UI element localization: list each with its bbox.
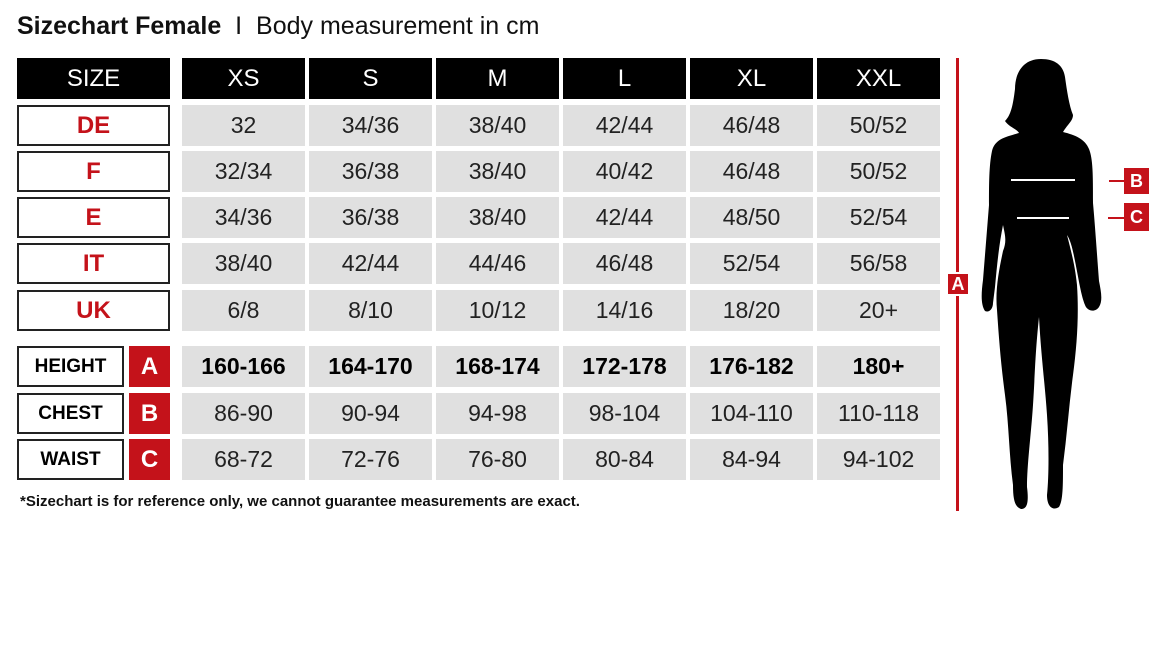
table-cell: 14/16 bbox=[563, 290, 686, 331]
table-cell: 76-80 bbox=[436, 439, 559, 480]
table-cell: 44/46 bbox=[436, 243, 559, 284]
measure-label-waist: WAIST bbox=[17, 439, 124, 480]
table-cell: 36/38 bbox=[309, 151, 432, 192]
table-cell: 94-98 bbox=[436, 393, 559, 434]
table-cell: 104-110 bbox=[690, 393, 813, 434]
table-cell: 172-178 bbox=[563, 346, 686, 387]
region-label-de: DE bbox=[17, 105, 170, 146]
table-cell: 68-72 bbox=[182, 439, 305, 480]
table-cell: 42/44 bbox=[563, 197, 686, 238]
table-cell: 72-76 bbox=[309, 439, 432, 480]
table-cell: 36/38 bbox=[309, 197, 432, 238]
table-cell: 46/48 bbox=[563, 243, 686, 284]
table-cell: 80-84 bbox=[563, 439, 686, 480]
table-cell: 84-94 bbox=[690, 439, 813, 480]
table-cell: 56/58 bbox=[817, 243, 940, 284]
region-label-it: IT bbox=[17, 243, 170, 284]
measure-marker-b: B bbox=[129, 393, 170, 434]
size-header-xl: XL bbox=[690, 58, 813, 99]
female-silhouette bbox=[981, 59, 1102, 509]
title-sub: Body measurement in cm bbox=[256, 12, 540, 40]
waist-marker: C bbox=[1124, 203, 1149, 231]
size-header-label: SIZE bbox=[17, 58, 170, 99]
table-cell: 50/52 bbox=[817, 151, 940, 192]
table-cell: 38/40 bbox=[436, 105, 559, 146]
table-cell: 98-104 bbox=[563, 393, 686, 434]
waist-pointer bbox=[1108, 217, 1124, 219]
table-cell: 46/48 bbox=[690, 105, 813, 146]
chest-pointer bbox=[1109, 180, 1124, 182]
region-label-e: E bbox=[17, 197, 170, 238]
table-cell: 34/36 bbox=[182, 197, 305, 238]
table-cell: 164-170 bbox=[309, 346, 432, 387]
table-cell: 180+ bbox=[817, 346, 940, 387]
size-header-xxl: XXL bbox=[817, 58, 940, 99]
height-marker: A bbox=[946, 272, 970, 296]
table-cell: 50/52 bbox=[817, 105, 940, 146]
table-cell: 110-118 bbox=[817, 393, 940, 434]
region-label-uk: UK bbox=[17, 290, 170, 331]
measure-marker-c: C bbox=[129, 439, 170, 480]
title-separator: I bbox=[235, 12, 243, 40]
table-cell: 38/40 bbox=[182, 243, 305, 284]
size-header-m: M bbox=[436, 58, 559, 99]
table-cell: 48/50 bbox=[690, 197, 813, 238]
size-header-s: S bbox=[309, 58, 432, 99]
table-cell: 32 bbox=[182, 105, 305, 146]
size-header-l: L bbox=[563, 58, 686, 99]
table-cell: 10/12 bbox=[436, 290, 559, 331]
table-cell: 46/48 bbox=[690, 151, 813, 192]
table-cell: 8/10 bbox=[309, 290, 432, 331]
table-cell: 168-174 bbox=[436, 346, 559, 387]
size-header-xs: XS bbox=[182, 58, 305, 99]
measure-label-height: HEIGHT bbox=[17, 346, 124, 387]
table-cell: 176-182 bbox=[690, 346, 813, 387]
measure-marker-a: A bbox=[129, 346, 170, 387]
table-cell: 6/8 bbox=[182, 290, 305, 331]
table-cell: 38/40 bbox=[436, 151, 559, 192]
disclaimer-note: *Sizechart is for reference only, we can… bbox=[20, 493, 580, 510]
chest-marker: B bbox=[1124, 168, 1149, 194]
page-title: Sizechart Female I Body measurement in c… bbox=[17, 12, 539, 41]
table-cell: 52/54 bbox=[817, 197, 940, 238]
table-cell: 18/20 bbox=[690, 290, 813, 331]
table-cell: 52/54 bbox=[690, 243, 813, 284]
table-cell: 20+ bbox=[817, 290, 940, 331]
table-cell: 42/44 bbox=[563, 105, 686, 146]
table-cell: 38/40 bbox=[436, 197, 559, 238]
table-cell: 40/42 bbox=[563, 151, 686, 192]
table-cell: 94-102 bbox=[817, 439, 940, 480]
table-cell: 86-90 bbox=[182, 393, 305, 434]
table-cell: 42/44 bbox=[309, 243, 432, 284]
table-cell: 32/34 bbox=[182, 151, 305, 192]
table-cell: 90-94 bbox=[309, 393, 432, 434]
table-cell: 34/36 bbox=[309, 105, 432, 146]
title-main: Sizechart Female bbox=[17, 12, 222, 40]
table-cell: 160-166 bbox=[182, 346, 305, 387]
measure-label-chest: CHEST bbox=[17, 393, 124, 434]
region-label-f: F bbox=[17, 151, 170, 192]
